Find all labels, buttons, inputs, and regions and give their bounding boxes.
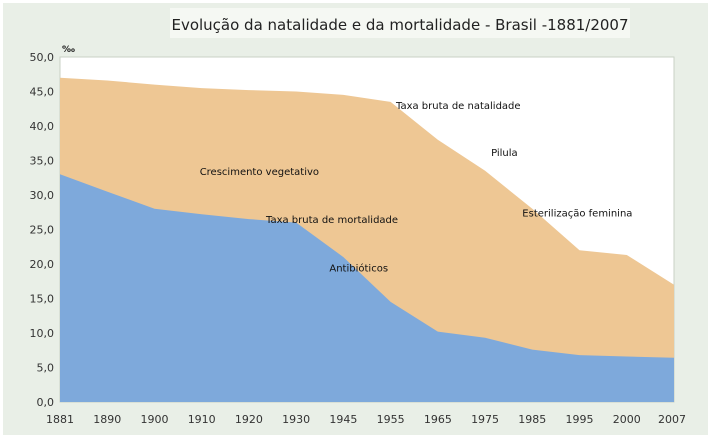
x-tick-label: 1955 bbox=[377, 413, 405, 426]
y-tick-label: 30,0 bbox=[30, 189, 55, 202]
y-tick-label: 5,0 bbox=[37, 362, 55, 375]
x-tick-label: 1975 bbox=[471, 413, 499, 426]
x-tick-label: 1890 bbox=[93, 413, 121, 426]
chart-title: Evolução da natalidade e da mortalidade … bbox=[171, 16, 628, 34]
x-tick-label: 1985 bbox=[518, 413, 546, 426]
y-axis-unit: ‰ bbox=[62, 45, 75, 55]
series-label-mortalidade: Taxa bruta de mortalidade bbox=[265, 215, 398, 226]
x-tick-label: 2000 bbox=[613, 413, 641, 426]
x-tick-label: 1930 bbox=[282, 413, 310, 426]
area-series-mortalidade bbox=[60, 174, 674, 402]
y-tick-label: 50,0 bbox=[30, 51, 55, 64]
annotation-label: Crescimento vegetativo bbox=[200, 167, 319, 178]
y-tick-label: 25,0 bbox=[30, 224, 55, 237]
annotation-label: Esterilização feminina bbox=[522, 208, 632, 219]
annotation-label: Pilula bbox=[491, 148, 518, 159]
y-tick-label: 15,0 bbox=[30, 293, 55, 306]
x-tick-label: 1881 bbox=[46, 413, 74, 426]
y-tick-label: 40,0 bbox=[30, 120, 55, 133]
title-box bbox=[170, 8, 630, 38]
y-tick-label: 0,0 bbox=[37, 396, 55, 409]
x-tick-label: 1900 bbox=[140, 413, 168, 426]
x-tick-label: 1910 bbox=[188, 413, 216, 426]
y-tick-label: 20,0 bbox=[30, 258, 55, 271]
y-tick-label: 45,0 bbox=[30, 86, 55, 99]
series-label-natalidade: Taxa bruta de natalidade bbox=[395, 101, 521, 112]
y-tick-label: 35,0 bbox=[30, 155, 55, 168]
x-tick-label: 1920 bbox=[235, 413, 263, 426]
x-tick-label: 2007 bbox=[658, 413, 686, 426]
x-tick-label: 1995 bbox=[566, 413, 594, 426]
y-tick-label: 10,0 bbox=[30, 327, 55, 340]
x-tick-label: 1945 bbox=[329, 413, 357, 426]
annotation-label: Antibióticos bbox=[329, 262, 388, 274]
x-tick-label: 1965 bbox=[424, 413, 452, 426]
